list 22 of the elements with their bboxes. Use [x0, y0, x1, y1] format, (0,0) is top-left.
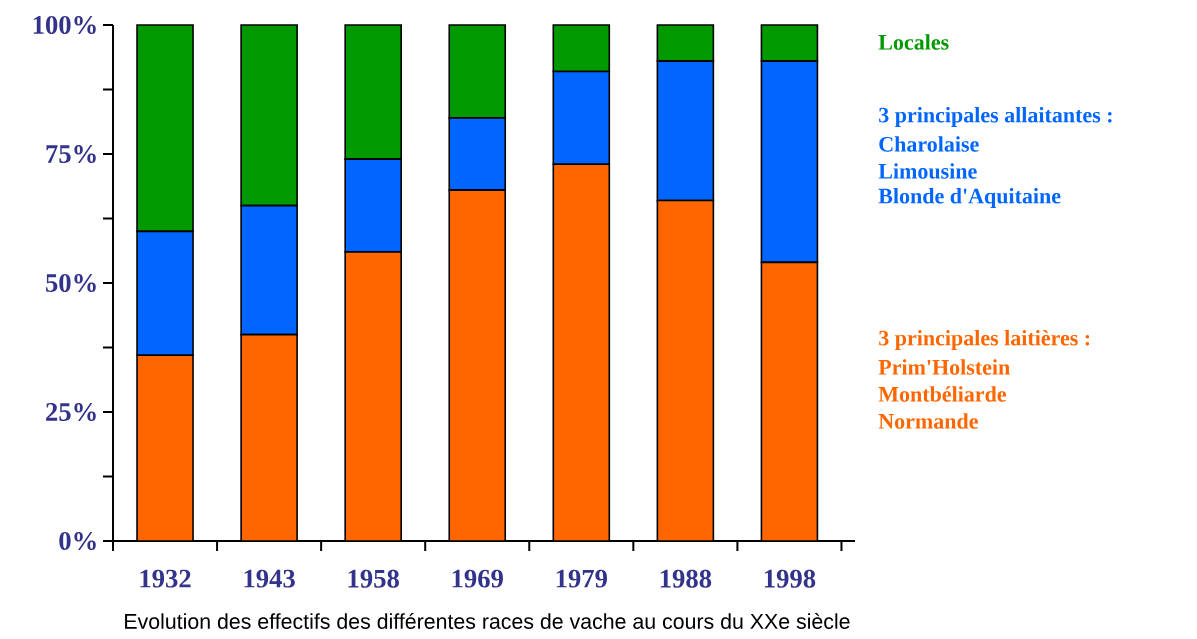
y-tick-label: 25%	[46, 402, 96, 422]
text: Prim'Holstein	[878, 359, 1010, 375]
text: 3 principales allaitantes :	[879, 107, 1112, 127]
text: Evolution des effectifs des différentes races de vache au cours du XXe siècle	[125, 613, 850, 629]
text: Normande	[878, 413, 978, 429]
x-tick-label: 1998	[764, 569, 816, 588]
x-tick-label: 1932	[140, 569, 191, 588]
x-tick-label: 1969	[452, 569, 503, 588]
x-tick-label: 1979	[556, 569, 607, 588]
text: Blonde d'Aquitaine	[878, 188, 1061, 208]
text: Charolaise	[879, 136, 979, 152]
y-tick-label: 100%	[33, 15, 96, 35]
y-tick-label: 0%	[59, 531, 96, 551]
x-tick-label: 1988	[660, 569, 712, 588]
text: 3 principales laitières :	[879, 330, 1090, 350]
text: Montbéliarde	[878, 386, 1007, 402]
x-tick-label: 1958	[348, 569, 399, 588]
text: Limousine	[878, 163, 977, 179]
x-tick-label: 1943	[244, 569, 295, 588]
y-tick-label: 75%	[46, 144, 96, 164]
text: Locales	[878, 34, 949, 50]
y-tick-label: 50%	[46, 273, 96, 293]
